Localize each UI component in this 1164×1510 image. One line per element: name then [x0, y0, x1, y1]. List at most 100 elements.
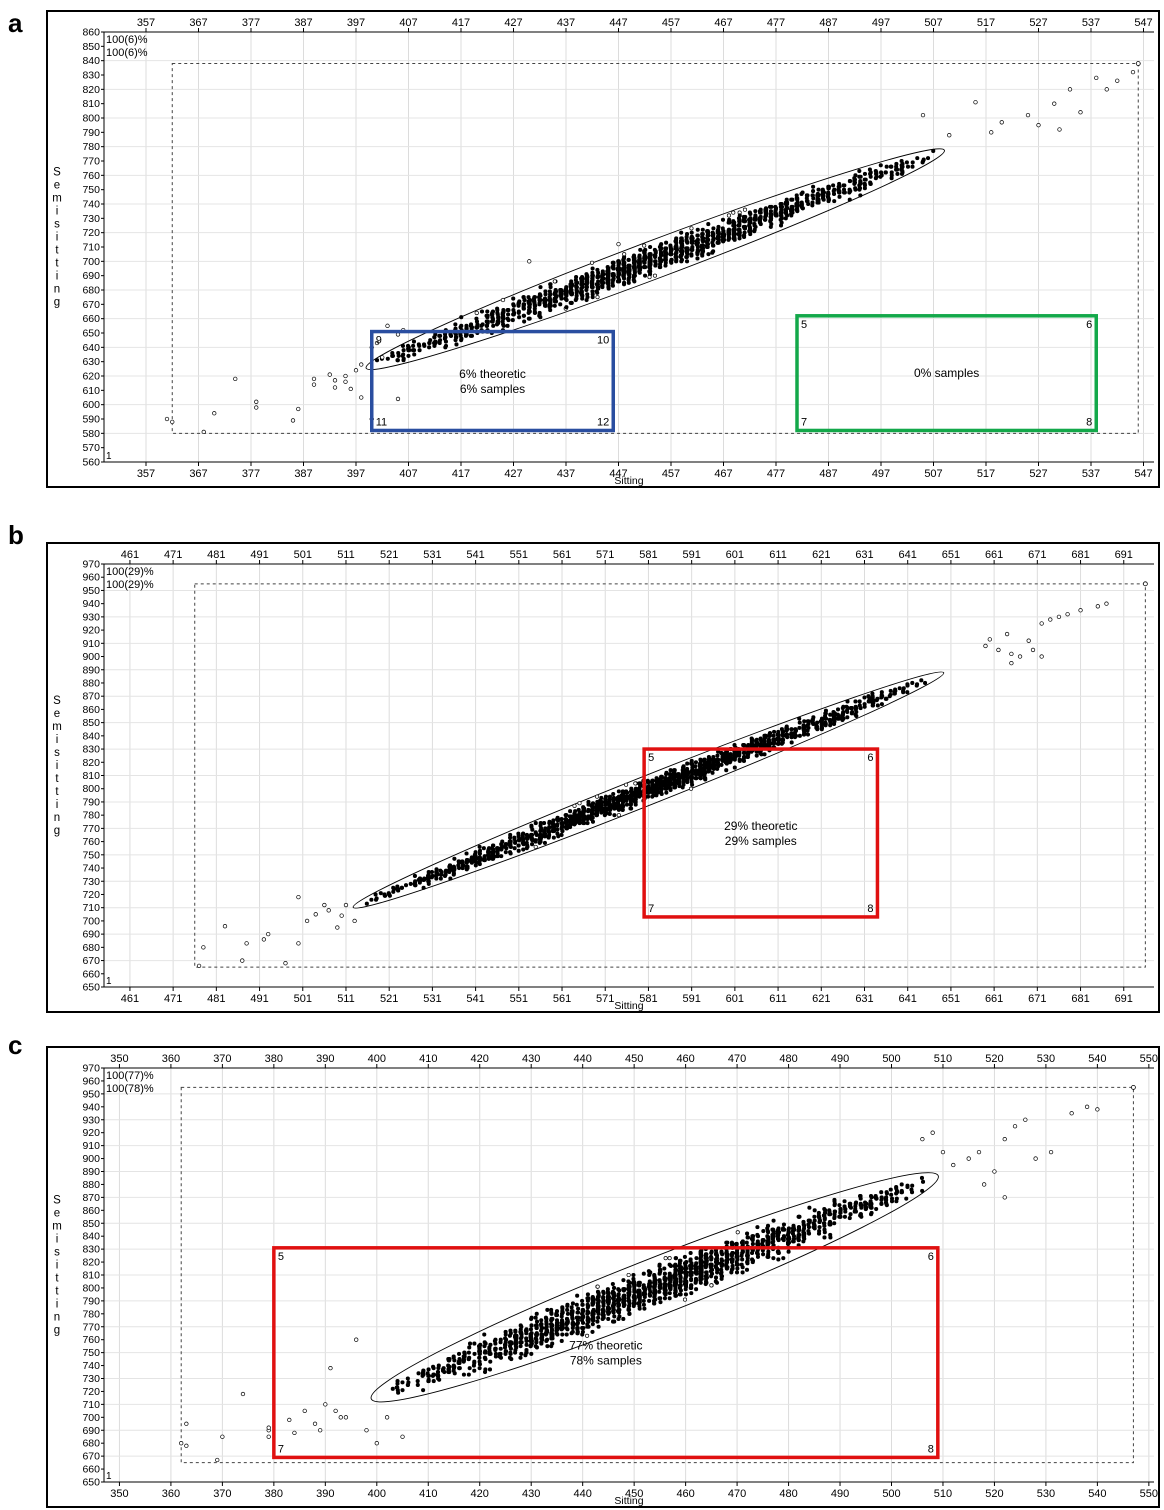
data-point: [673, 1256, 678, 1261]
data-point: [905, 164, 911, 169]
data-point: [905, 690, 910, 695]
data-point: [754, 753, 759, 758]
data-point: [545, 1337, 550, 1342]
data-point: [720, 232, 725, 237]
data-point: [728, 753, 733, 758]
data-point: [467, 1345, 472, 1350]
data-point: [481, 846, 486, 851]
data-point: [910, 1183, 915, 1188]
data-point: [610, 280, 615, 285]
data-point: [558, 290, 563, 295]
data-point: [642, 265, 647, 270]
data-point: [837, 1214, 842, 1219]
data-point: [685, 247, 690, 252]
y-tick-label: 810: [82, 98, 100, 110]
data-point: [551, 825, 556, 830]
data-point: [755, 1232, 760, 1237]
data-point: [751, 1234, 756, 1239]
y-tick-label: 790: [82, 796, 100, 808]
data-point: [475, 325, 480, 330]
data-point: [730, 1257, 735, 1262]
data-point: [553, 287, 558, 293]
x-tick-label-top: 671: [1028, 549, 1046, 561]
x-tick-label-top: 500: [882, 1053, 900, 1065]
data-point: [374, 896, 379, 901]
data-point: [518, 1355, 523, 1360]
data-point: [706, 222, 711, 227]
data-point: [740, 1239, 745, 1244]
y-tick-label: 870: [82, 1192, 100, 1204]
data-point: [517, 838, 522, 843]
data-point: [395, 396, 401, 402]
data-point: [575, 280, 580, 285]
data-point: [459, 338, 464, 343]
data-point: [412, 352, 417, 357]
data-point: [796, 1214, 802, 1219]
data-point: [767, 731, 773, 736]
data-point: [524, 1342, 529, 1347]
data-point: [425, 876, 430, 881]
data-point: [750, 1250, 755, 1256]
data-point: [761, 1252, 766, 1257]
data-point: [565, 1302, 570, 1307]
data-point: [1130, 69, 1136, 75]
data-point: [684, 769, 689, 774]
data-point: [548, 303, 553, 308]
data-point: [699, 1266, 704, 1271]
x-tick-label-top: 380: [265, 1053, 283, 1065]
data-point: [451, 864, 456, 869]
y-tick-label: 690: [82, 929, 100, 941]
data-point: [761, 1228, 766, 1234]
y-tick-label: 630: [82, 356, 100, 368]
data-point: [616, 275, 621, 280]
data-point: [457, 1366, 462, 1371]
data-point: [789, 740, 794, 745]
data-point: [547, 821, 552, 826]
data-point: [499, 854, 504, 859]
data-point: [826, 186, 831, 191]
data-point: [664, 777, 669, 782]
data-point: [622, 252, 627, 257]
x-tick-label-bottom: 380: [265, 1488, 283, 1500]
data-point: [799, 200, 804, 205]
x-tick-label-top: 437: [557, 17, 575, 29]
data-point: [586, 809, 591, 814]
data-point: [373, 892, 378, 897]
region-box: [370, 329, 615, 433]
data-point: [801, 1222, 806, 1227]
data-point: [737, 752, 742, 757]
x-tick-label-bottom: 661: [985, 993, 1003, 1005]
x-tick-label-top: 591: [682, 549, 700, 561]
y-tick-label: 780: [82, 141, 100, 153]
data-point: [888, 1187, 893, 1192]
data-point: [586, 1324, 591, 1329]
data-point: [668, 247, 673, 252]
data-point: [648, 266, 653, 271]
data-point: [606, 285, 611, 290]
data-point: [700, 232, 705, 237]
data-point: [904, 160, 909, 165]
data-point: [742, 207, 748, 212]
data-point: [501, 323, 506, 328]
x-tick-label-top: 427: [504, 17, 522, 29]
data-point: [754, 740, 760, 745]
data-point: [766, 741, 772, 746]
data-point: [443, 335, 448, 340]
data-point: [925, 156, 931, 161]
y-tick-label: 840: [82, 55, 100, 67]
data-point: [364, 901, 369, 906]
data-point: [464, 851, 469, 856]
data-point: [663, 1288, 668, 1293]
data-point: [989, 130, 994, 135]
data-point: [868, 174, 873, 179]
y-tick-label: 830: [82, 744, 100, 756]
data-point: [816, 187, 821, 192]
data-point: [688, 1272, 693, 1278]
data-point: [548, 282, 553, 287]
data-point: [724, 768, 729, 773]
data-point: [521, 303, 526, 308]
y-tick-label: 930: [82, 1114, 100, 1126]
data-point: [1142, 581, 1148, 587]
data-point: [461, 1354, 466, 1359]
data-point: [786, 1226, 791, 1231]
